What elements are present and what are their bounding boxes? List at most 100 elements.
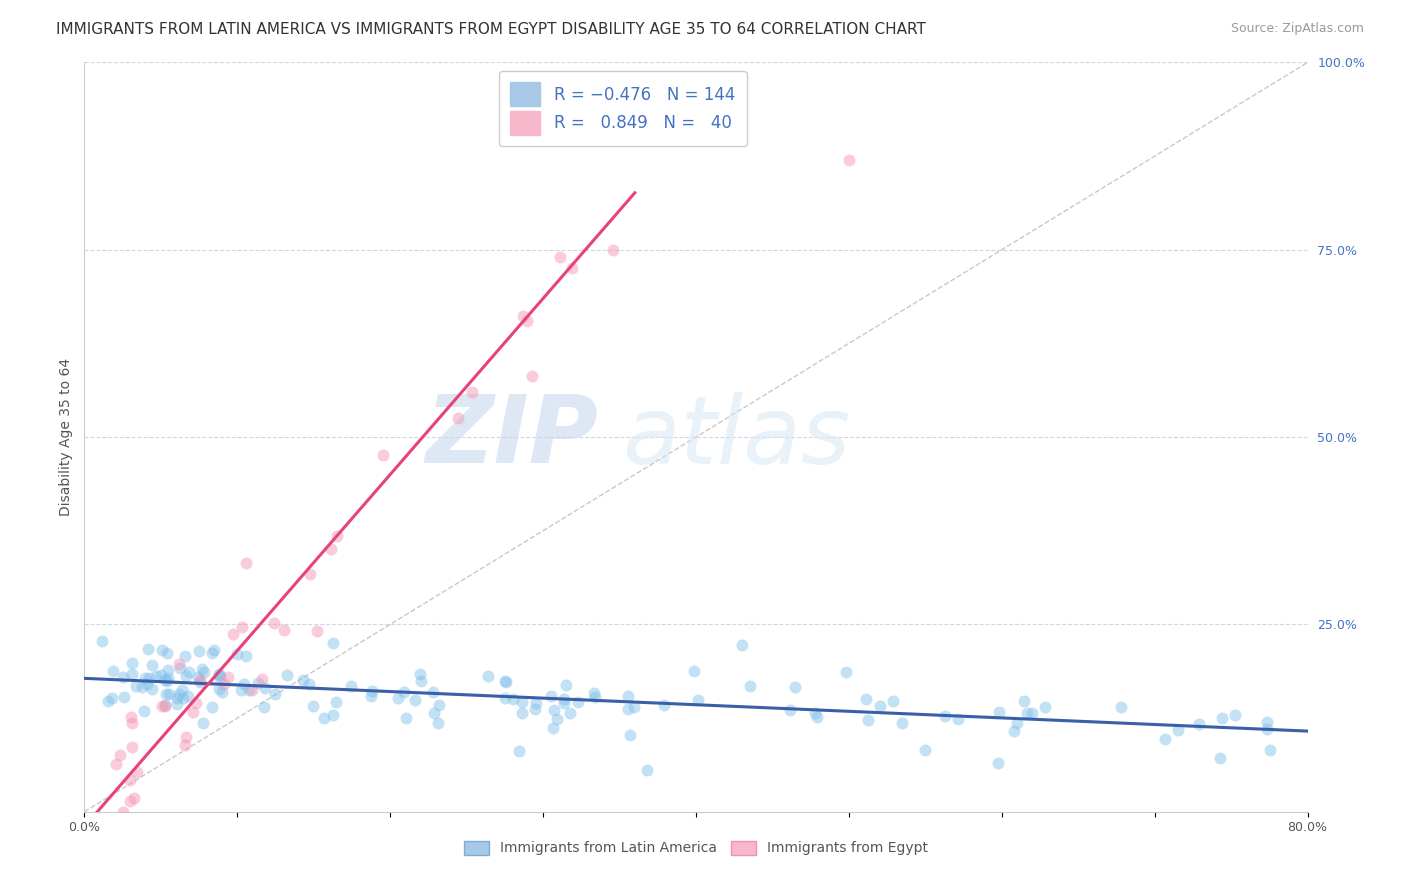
Point [404,693,426,707]
Point [188,644,211,658]
Point [427,716,450,731]
Point [121,657,143,671]
Point [177,665,200,680]
Point [340,679,363,693]
Point [240,682,263,697]
Point [834,665,856,679]
Point [201,700,224,714]
Point [683,664,706,678]
Point [512,695,534,709]
Point [512,309,534,323]
Point [1256,722,1278,736]
Point [91,634,114,648]
Point [253,700,276,714]
Point [1256,714,1278,729]
Point [319,541,342,556]
Point [522,368,544,383]
Point [495,674,517,689]
Point [131,680,153,694]
Point [838,153,860,167]
Point [157,672,180,686]
Point [235,648,257,663]
Point [548,250,571,264]
Point [567,695,589,709]
Point [141,682,163,697]
Point [155,687,177,701]
Point [217,669,239,683]
Point [554,678,576,692]
Point [322,636,344,650]
Point [553,697,575,711]
Point [120,794,142,808]
Point [111,670,134,684]
Point [299,567,322,582]
Point [1167,723,1189,737]
Point [422,685,444,699]
Point [461,384,484,399]
Point [988,705,1011,719]
Point [583,685,606,699]
Point [132,704,155,718]
Point [125,679,148,693]
Point [1223,707,1246,722]
Point [156,663,179,677]
Point [172,691,194,706]
Point [156,646,179,660]
Point [540,689,562,703]
Point [176,730,198,744]
Point [141,658,163,673]
Point [307,624,329,638]
Point [208,682,231,697]
Point [987,756,1010,770]
Point [1211,711,1233,725]
Legend: Immigrants from Latin America, Immigrants from Egypt: Immigrants from Latin America, Immigrant… [458,835,934,861]
Point [561,261,583,276]
Point [153,699,176,714]
Point [617,689,640,703]
Point [804,706,827,721]
Point [553,692,575,706]
Text: atlas: atlas [623,392,851,483]
Point [477,668,499,682]
Point [1002,723,1025,738]
Point [191,715,214,730]
Point [371,448,394,462]
Point [125,765,148,780]
Point [914,743,936,757]
Point [558,706,581,721]
Point [226,647,249,661]
Point [731,638,754,652]
Point [325,695,347,709]
Point [322,708,344,723]
Point [174,669,197,683]
Point [806,709,828,723]
Point [103,664,125,678]
Point [112,690,135,705]
Point [207,667,229,681]
Point [211,684,233,698]
Point [1153,732,1175,747]
Point [118,773,141,788]
Point [235,556,257,570]
Point [153,698,176,712]
Point [1021,706,1043,720]
Point [169,661,191,675]
Point [583,690,606,704]
Point [124,791,146,805]
Point [156,674,179,689]
Point [263,687,285,701]
Point [134,671,156,685]
Point [508,744,530,758]
Point [136,642,159,657]
Point [166,698,188,712]
Point [190,662,212,676]
Point [201,646,224,660]
Point [193,665,215,679]
Point [181,705,204,719]
Point [298,677,321,691]
Point [502,692,524,706]
Point [177,689,200,703]
Point [409,667,432,681]
Point [423,706,446,720]
Point [395,711,418,725]
